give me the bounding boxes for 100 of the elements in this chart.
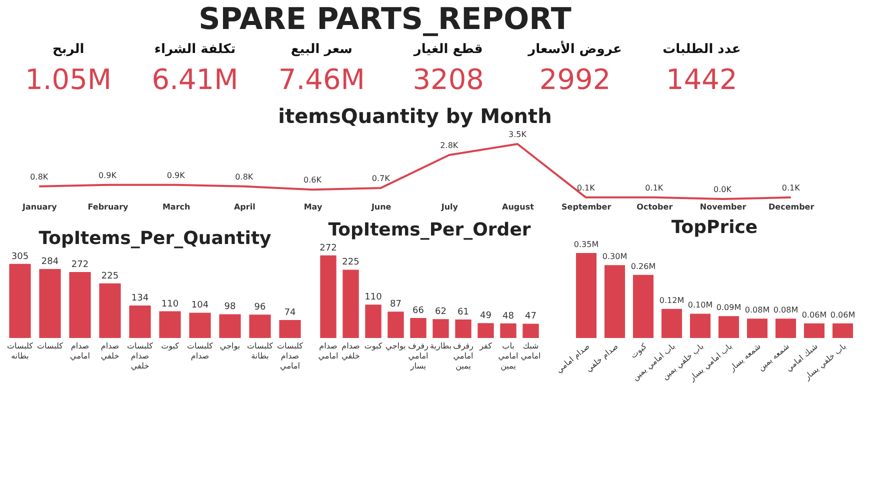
data-label: 0.06M [830,310,856,320]
bar [478,323,494,338]
text: 7.46M [278,63,365,96]
data-label: 110 [364,292,382,303]
data-label: 0.08M [773,306,798,315]
x-tick-label: صدام امامي [70,342,90,360]
category-label: تكلفة الشراء [154,42,236,57]
x-tick-label: كلبسات صدام امامي [277,342,304,370]
x-tick-label: May [304,202,323,212]
bar [500,323,516,338]
x-tick-label: August [502,202,534,212]
x-tick-label: كلبسات صدام [187,342,214,360]
category-label: عدد الطلبات [662,42,741,57]
bar [39,269,61,338]
x-tick-label: كلبسات [37,342,64,350]
bar [320,255,336,338]
x-tick-label: صدام امامي [318,342,338,360]
data-label: 0.26M [630,262,656,271]
category-label: سعر البيع [290,42,352,57]
data-label: 110 [161,299,179,310]
bar [632,274,654,338]
bar [661,308,682,338]
data-label: 305 [11,252,29,262]
x-tick-label: رفرف امامي يمين [453,342,474,370]
x-tick-label: صدام خلفي [100,342,120,360]
x-tick-label: كلبسات بطانه [7,342,34,360]
data-label: 49 [480,311,492,322]
x-tick-label: December [768,202,814,212]
x-tick-label: November [700,202,746,212]
data-label: 0.1K [782,183,801,192]
bar [604,265,626,338]
x-tick-label: October [636,202,673,212]
data-label: 0.7K [372,174,391,183]
data-label: 0.8K [235,172,254,182]
data-label: 61 [458,307,469,318]
data-label: 0.30M [602,252,628,262]
data-label: 2.8K [440,141,459,150]
bar [804,323,825,338]
bar [690,314,711,338]
text: 1442 [666,63,738,96]
text: 6.41M [152,63,238,96]
data-label: 284 [41,257,59,268]
data-label: 62 [435,307,446,318]
data-label: 0.10M [688,300,713,310]
category-label: عروض الأسعار [527,40,622,57]
x-tick-label: September [562,202,612,212]
x-tick-label: كلبسات صدام خلفي [127,342,154,370]
text: SPARE PARTS_REPORT [198,2,572,37]
data-label: 3.5K [508,130,528,139]
data-label: 272 [71,260,89,270]
data-label: 0.1K [645,183,664,192]
x-tick-label: March [162,202,191,212]
data-label: 104 [191,300,209,311]
bar [219,314,241,338]
data-label: 0.08M [744,306,770,315]
text: 2992 [539,63,611,96]
x-tick-label: July [440,202,459,212]
x-tick-label: كبوت [161,342,180,350]
x-tick-label: February [88,202,130,212]
bar [9,264,31,338]
bar [249,314,271,338]
bar [189,312,211,338]
x-tick-label: كبوت [364,342,382,350]
data-label: 0.9K [98,170,118,180]
category-label: قطع الغيار [412,42,483,57]
chart-title: TopPrice [671,217,758,238]
x-tick-label: January [22,202,58,212]
bar [522,324,539,338]
data-label: 225 [342,258,360,268]
data-label: 0.35M [574,240,599,249]
data-label: 47 [525,312,536,322]
x-tick-label: شبك امامي [520,342,541,360]
bar [432,319,449,338]
chart-title: TopItems_Per_Quantity [38,228,272,249]
bar [159,311,181,338]
data-label: 0.0K [714,185,732,194]
data-label: 0.8K [30,172,49,182]
bar [775,318,796,338]
x-tick-label: صدام خلفي [342,342,360,360]
bar [832,323,854,338]
bar [99,283,121,338]
data-label: 74 [284,308,296,318]
bar [718,316,740,338]
data-label: 272 [320,243,337,254]
x-tick-label: كبوت [628,342,649,360]
chart-title: TopItems_Per_Order [328,219,531,240]
data-label: 0.9K [166,170,186,180]
bar [746,318,768,338]
bar [576,253,597,338]
data-label: 87 [390,300,402,310]
chart-title: itemsQuantity by Month [278,104,552,128]
data-label: 66 [412,306,424,316]
text: 1.05M [25,63,112,96]
data-label: 0.12M [659,296,684,305]
x-tick-label: April [234,202,256,212]
data-label: 134 [131,293,149,304]
data-label: 98 [224,302,236,312]
bar [365,304,382,338]
x-tick-label: كلبسات بطانة [247,342,274,360]
data-label: 0.6K [304,176,322,185]
